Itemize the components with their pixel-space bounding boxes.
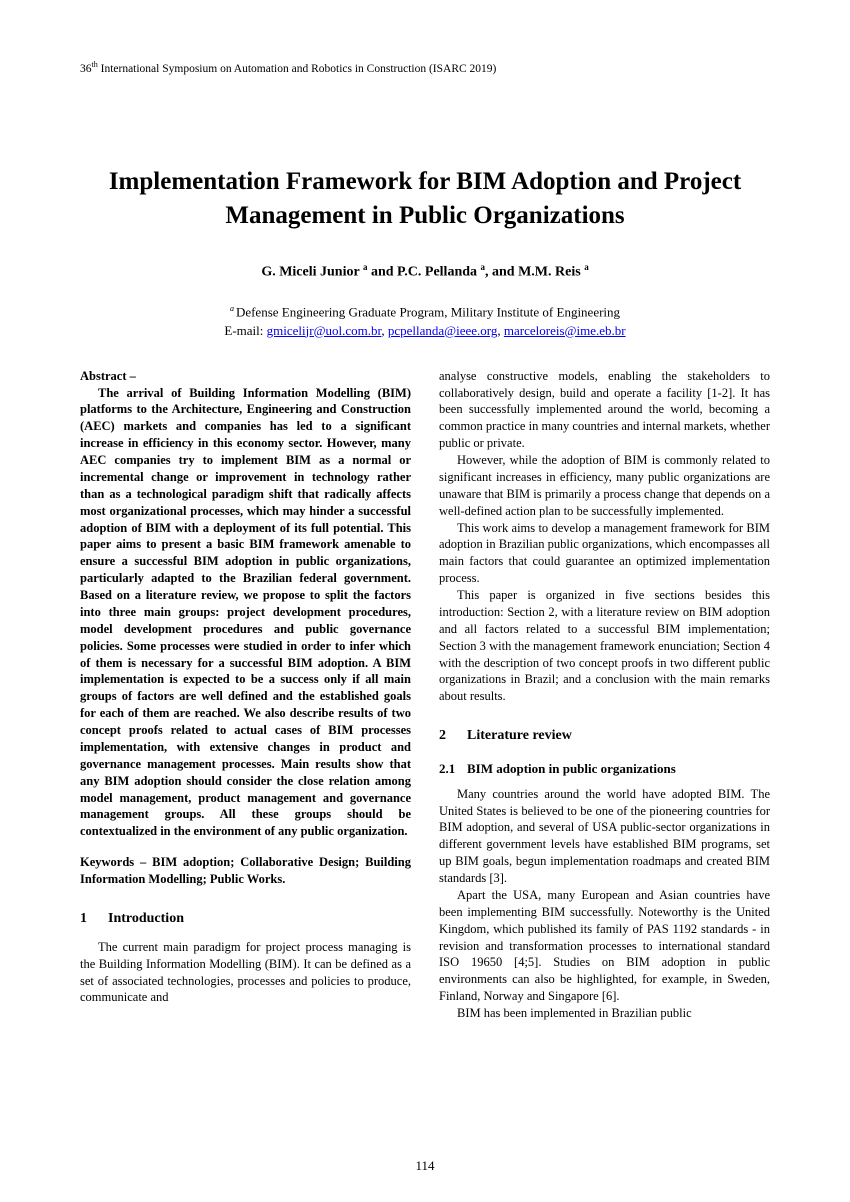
- section-2-1-heading: 2.1BIM adoption in public organizations: [439, 760, 770, 778]
- col2-para-1: analyse constructive models, enabling th…: [439, 368, 770, 452]
- author-sep2: , and: [485, 265, 518, 280]
- left-column: Abstract – The arrival of Building Infor…: [80, 368, 411, 1022]
- section-1-num: 1: [80, 910, 108, 929]
- paper-title: Implementation Framework for BIM Adoptio…: [80, 165, 770, 233]
- affil-line1: Defense Engineering Graduate Program, Mi…: [236, 304, 620, 319]
- section-1-title: Introduction: [108, 911, 184, 926]
- email-link-3[interactable]: marceloreis@ime.eb.br: [504, 323, 626, 338]
- section-1-heading: 1Introduction: [80, 910, 411, 929]
- author-3: M.M. Reis: [518, 265, 584, 280]
- header-suffix: International Symposium on Automation an…: [98, 63, 497, 75]
- affiliation-block: a Defense Engineering Graduate Program, …: [80, 303, 770, 340]
- abstract-body: The arrival of Building Information Mode…: [80, 385, 411, 841]
- abstract-label: Abstract –: [80, 368, 411, 385]
- page-number: 114: [0, 1158, 850, 1174]
- section-2-title: Literature review: [467, 728, 572, 743]
- intro-para-1: The current main paradigm for project pr…: [80, 939, 411, 1007]
- sec21-para-3: BIM has been implemented in Brazilian pu…: [439, 1005, 770, 1022]
- author-sep1: and: [367, 265, 397, 280]
- col2-para-3: This work aims to develop a management f…: [439, 520, 770, 588]
- authors-line: G. Miceli Junior a and P.C. Pellanda a, …: [80, 262, 770, 281]
- sec21-para-1: Many countries around the world have ado…: [439, 786, 770, 887]
- author-3-sup: a: [584, 262, 589, 272]
- author-1: G. Miceli Junior: [261, 265, 363, 280]
- author-2: P.C. Pellanda: [397, 265, 481, 280]
- section-2-num: 2: [439, 727, 467, 746]
- col2-para-2: However, while the adoption of BIM is co…: [439, 452, 770, 520]
- col2-para-4: This paper is organized in five sections…: [439, 587, 770, 705]
- email-link-2[interactable]: pcpellanda@ieee.org: [388, 323, 498, 338]
- section-2-1-title: BIM adoption in public organizations: [467, 761, 676, 776]
- section-2-1-num: 2.1: [439, 760, 467, 778]
- email-prefix: E-mail:: [224, 323, 266, 338]
- email-link-1[interactable]: gmicelijr@uol.com.br: [267, 323, 382, 338]
- running-header: 36th International Symposium on Automati…: [80, 60, 770, 75]
- right-column: analyse constructive models, enabling th…: [439, 368, 770, 1022]
- section-2-heading: 2Literature review: [439, 727, 770, 746]
- header-prefix: 36: [80, 63, 92, 75]
- two-column-body: Abstract – The arrival of Building Infor…: [80, 368, 770, 1022]
- sec21-para-2: Apart the USA, many European and Asian c…: [439, 887, 770, 1005]
- keywords: Keywords – BIM adoption; Collaborative D…: [80, 854, 411, 888]
